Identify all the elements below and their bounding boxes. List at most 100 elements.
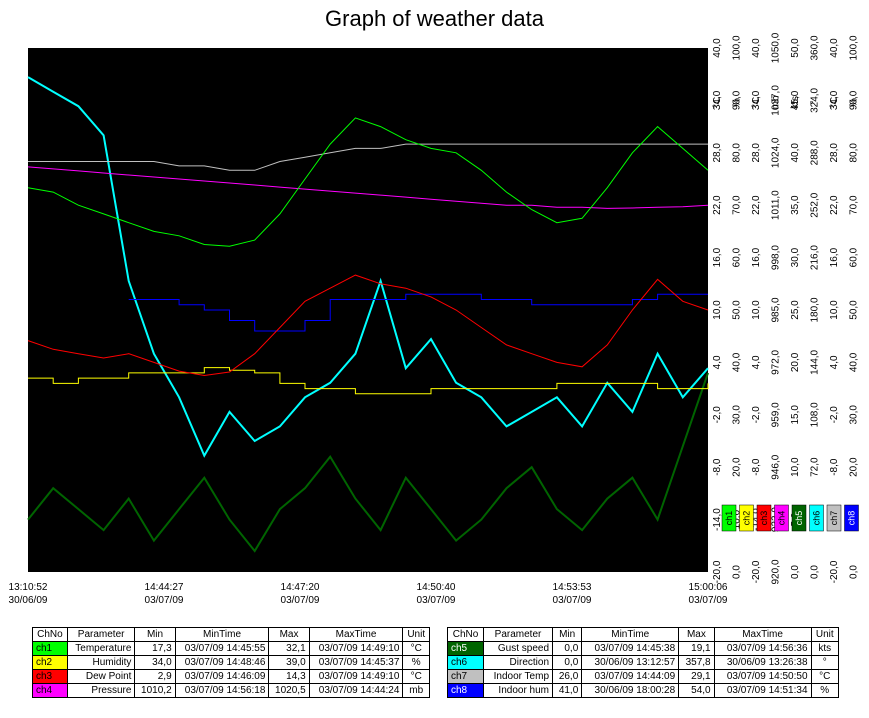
series-line-ch5	[27, 372, 709, 553]
y-tick-label: 0,0	[732, 565, 743, 579]
y-tick-label: 920,0	[771, 559, 782, 584]
channel-button-ch5[interactable]	[791, 504, 807, 532]
legend-header: MinTime	[174, 627, 270, 642]
y-tick-label: 80,0	[849, 143, 860, 163]
channel-button-ch1[interactable]	[721, 504, 737, 532]
y-tick-label: 30,0	[790, 247, 801, 267]
y-tick-label: 50,0	[790, 38, 801, 58]
legend-channel: ch3	[32, 669, 68, 684]
y-tick-label: 4,0	[829, 355, 840, 369]
y-tick-label: 40,0	[751, 38, 762, 58]
y-tick-label: 50,0	[732, 300, 743, 320]
y-tick-label: 22,0	[751, 195, 762, 215]
legend-maxtime: 03/07/09 14:56:36	[713, 641, 812, 656]
y-tick-label: 70,0	[732, 195, 743, 215]
y-tick-label: -14,0	[751, 508, 762, 531]
y-tick-label: 20,0	[849, 457, 860, 477]
y-tick-label: 985,0	[771, 297, 782, 322]
y-tick-label: 946,0	[771, 454, 782, 479]
legend-mintime: 03/07/09 14:56:18	[174, 683, 270, 698]
y-tick-label: 35,0	[790, 195, 801, 215]
legend-unit: mb	[402, 683, 430, 698]
legend-max: 39,0	[268, 655, 310, 670]
legend-maxtime: 03/07/09 14:50:50	[713, 669, 812, 684]
series-line-ch4	[27, 166, 709, 209]
y-tick-label: -2,0	[751, 406, 762, 424]
y-tick-label: 40,0	[849, 352, 860, 372]
legend-mintime: 30/06/09 13:12:57	[581, 655, 680, 670]
y-tick-label: 50,0	[849, 300, 860, 320]
y-tick-label: 100,0	[849, 35, 860, 60]
y-tick-label: 30,0	[849, 405, 860, 425]
legend-maxtime: 03/07/09 14:49:10	[308, 669, 404, 684]
legend-table-left: ChNo Parameter Min MinTime Max MaxTime Unit ch…	[32, 627, 430, 698]
legend-min: 2,9	[134, 669, 176, 684]
y-tick-label: 1050,0	[771, 32, 782, 63]
x-tick-date: 30/06/09	[9, 595, 48, 606]
legend-param: Temperature	[66, 641, 136, 656]
y-tick-label: 72,0	[810, 457, 821, 477]
y-tick-label: 28,0	[751, 143, 762, 163]
y-tick-label: 16,0	[829, 247, 840, 267]
channel-button-ch6[interactable]	[809, 504, 824, 532]
channel-button-ch3[interactable]	[756, 504, 772, 532]
legend-header: Max	[678, 627, 715, 642]
series-line-ch2	[28, 367, 709, 395]
y-tick-label: 100,0	[732, 35, 743, 60]
y-tick-label: 1024,0	[771, 137, 782, 168]
legend-maxtime: 30/06/09 13:26:38	[713, 655, 812, 670]
legend-unit: %	[810, 683, 840, 698]
legend-min: 1010,2	[134, 683, 176, 698]
y-tick-label: -20,0	[712, 560, 723, 583]
y-tick-label: 40,0	[829, 38, 840, 58]
legend-param: Direction	[483, 655, 554, 670]
x-tick-time: 14:44:27	[145, 582, 184, 593]
legend-table-right: ChNo Parameter Min MinTime Max MaxTime Unit ch…	[446, 627, 840, 698]
legend-channel: ch7	[446, 669, 485, 684]
legend-header: Min	[552, 627, 583, 642]
x-tick-time: 14:47:20	[281, 582, 320, 593]
y-axis-unit: °C	[829, 97, 840, 108]
y-tick-label: 34,0	[712, 90, 723, 110]
legend-channel: ch8	[446, 683, 485, 698]
y-tick-label: 30,0	[732, 405, 743, 425]
y-tick-label: 216,0	[810, 245, 821, 270]
y-tick-label: 22,0	[829, 195, 840, 215]
y-tick-label: 1037,0	[771, 85, 782, 116]
legend-maxtime: 03/07/09 14:45:37	[308, 655, 404, 670]
channel-buttons[interactable]: ch1 ch2 ch3 ch4 ch5 ch6 ch7 ch8	[721, 504, 859, 532]
legend-mintime: 03/07/09 14:46:09	[174, 669, 270, 684]
legend-maxtime: 03/07/09 14:44:24	[308, 683, 404, 698]
plot-background	[28, 48, 708, 572]
y-tick-label: 16,0	[751, 247, 762, 267]
channel-button-label: ch8	[847, 511, 857, 526]
channel-button-ch8[interactable]	[844, 504, 859, 532]
y-axes: -20,0 -14,0 -8,0 -2,0 4,0 10,0 16,0 22,0 28,0 34,…	[712, 32, 860, 584]
y-tick-label: 959,0	[771, 402, 782, 427]
y-tick-label: 144,0	[810, 349, 821, 374]
channel-button-ch7[interactable]	[826, 504, 842, 532]
legend-unit: °C	[402, 641, 430, 656]
legend-param: Indoor hum	[483, 683, 554, 698]
y-tick-label: -20,0	[829, 560, 840, 583]
y-tick-label: 60,0	[849, 247, 860, 267]
legend-row: ch6 Direction 0,0 30/06/09 13:12:57 357,8 30/…	[446, 655, 840, 670]
legend-row: ch2 Humidity 34,0 03/07/09 14:48:46 39,0 03/0…	[32, 655, 430, 670]
y-tick-label: 28,0	[829, 143, 840, 163]
channel-button-ch4[interactable]	[774, 504, 789, 532]
y-axis-unit: °C	[712, 97, 723, 108]
legend-min: 0,0	[552, 641, 583, 656]
legend-param: Indoor Temp	[483, 669, 554, 684]
channel-button-ch2[interactable]	[739, 504, 754, 532]
series-line-ch1	[27, 117, 709, 247]
y-tick-label: 108,0	[810, 402, 821, 427]
y-tick-label: 10,0	[751, 300, 762, 320]
y-tick-label: 34,0	[829, 90, 840, 110]
y-tick-label: 4,0	[712, 355, 723, 369]
channel-button-label: ch5	[794, 511, 804, 526]
legend-unit: °C	[810, 669, 840, 684]
legend-min: 41,0	[552, 683, 583, 698]
legend-header: Min	[134, 627, 176, 642]
y-tick-label: 10,0	[732, 509, 743, 529]
legend-min: 34,0	[134, 655, 176, 670]
